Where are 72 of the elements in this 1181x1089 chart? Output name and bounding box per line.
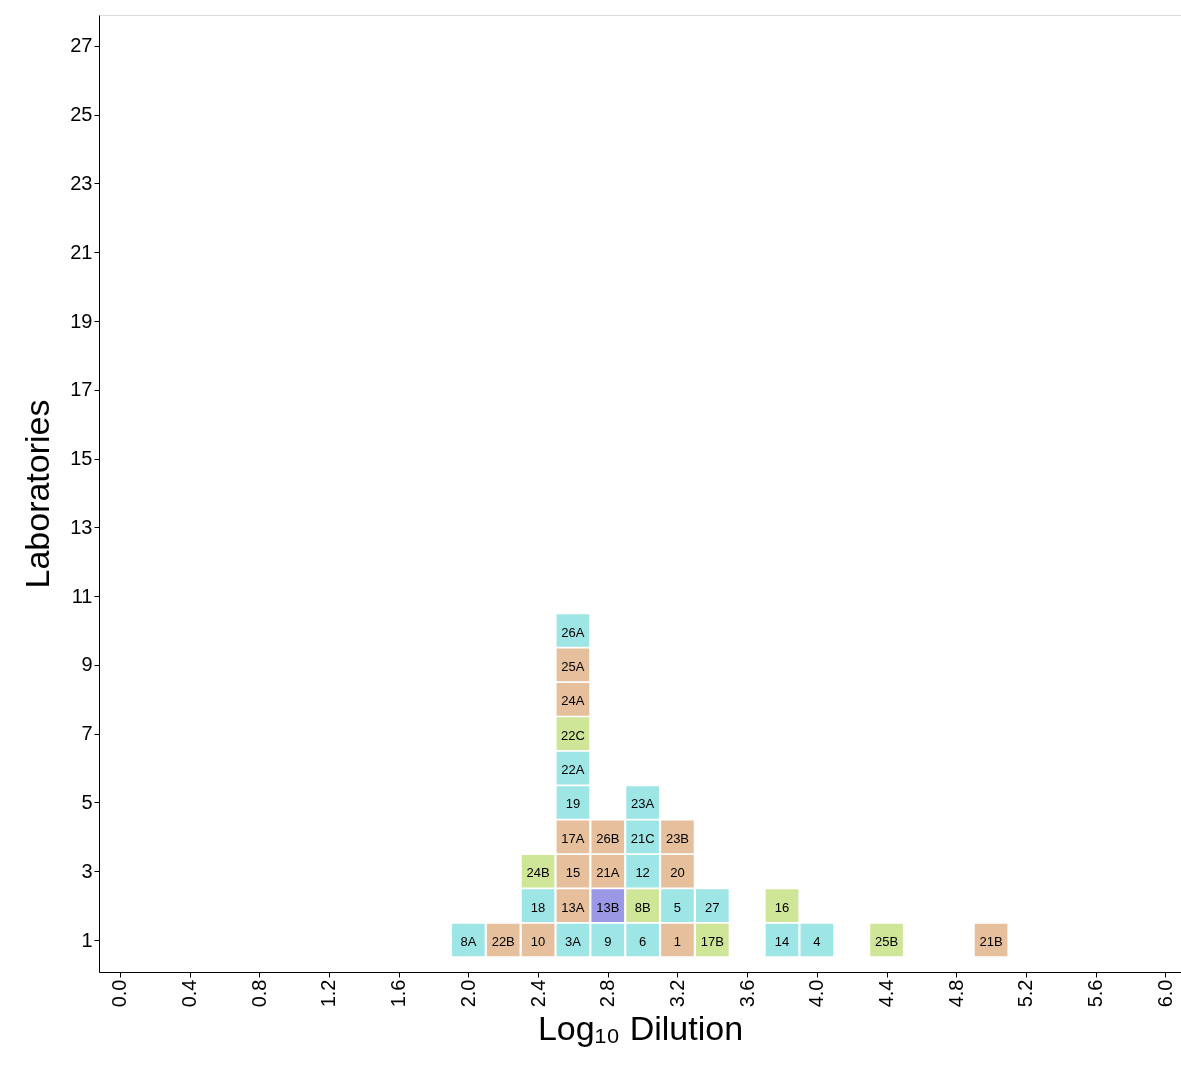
y-tick-label: 9 bbox=[81, 653, 93, 676]
annotation: 21B bbox=[979, 934, 1003, 950]
y-tick-label: 7 bbox=[81, 722, 93, 745]
y-tick-label: 27 bbox=[70, 34, 93, 57]
annotation: 19 bbox=[565, 796, 581, 812]
point bbox=[800, 923, 834, 957]
annotation: 13A bbox=[561, 899, 585, 915]
x-tick-label: 5.6 bbox=[1084, 979, 1107, 1008]
y-tick-label: 13 bbox=[70, 515, 93, 538]
x-tick-label: 4.8 bbox=[944, 979, 967, 1008]
annotation: 15 bbox=[565, 865, 581, 881]
annotation: 12 bbox=[635, 865, 650, 881]
annotation: 24A bbox=[561, 693, 585, 709]
annotation: 16 bbox=[774, 899, 790, 915]
annotation: 25B bbox=[874, 934, 899, 950]
annotation: 25A bbox=[561, 658, 585, 674]
annotation: 26A bbox=[561, 624, 585, 640]
x-tick-label: 0.8 bbox=[247, 979, 270, 1008]
y-tick-label: 25 bbox=[70, 103, 93, 126]
x-tick-label: 2.8 bbox=[596, 979, 619, 1008]
annotation: 22B bbox=[491, 934, 515, 950]
point bbox=[626, 923, 659, 957]
x-tick-label: 5.2 bbox=[1014, 979, 1037, 1008]
x-tick-label: 6.0 bbox=[1153, 979, 1176, 1008]
annotation: 17A bbox=[561, 830, 585, 846]
x-tick-label: 1.6 bbox=[387, 979, 410, 1008]
annotation: 17B bbox=[700, 934, 724, 950]
point bbox=[661, 923, 694, 957]
annotation: 22A bbox=[561, 762, 585, 778]
annotation: 21C bbox=[630, 830, 655, 846]
y-tick-label: 11 bbox=[71, 584, 93, 607]
annotation: 18 bbox=[530, 899, 546, 915]
annotation: 4 bbox=[813, 934, 821, 950]
annotation: 3A bbox=[564, 934, 582, 950]
x-tick-label: 1.2 bbox=[317, 979, 340, 1008]
y-tick-label: 1 bbox=[81, 928, 93, 951]
annotation: 24B bbox=[526, 865, 550, 881]
y-tick-label: 3 bbox=[81, 859, 93, 882]
annotation: 8B bbox=[634, 899, 651, 915]
x-tick-label: 3.2 bbox=[665, 979, 688, 1008]
x-tick-label: 2.0 bbox=[456, 979, 479, 1008]
annotation: 23A bbox=[631, 796, 655, 812]
x-axis-title: Log₁₀ Dilution bbox=[537, 1009, 744, 1048]
annotation: 9 bbox=[604, 934, 612, 950]
annotation: 14 bbox=[774, 934, 790, 950]
annotation: 1 bbox=[673, 934, 682, 950]
annotation: 5 bbox=[673, 899, 682, 915]
annotation: 23B bbox=[665, 830, 690, 846]
x-tick-label: 0.4 bbox=[178, 979, 201, 1008]
x-tick-label: 3.6 bbox=[735, 979, 758, 1008]
annotation: 22C bbox=[560, 727, 585, 743]
y-tick-label: 21 bbox=[70, 240, 93, 263]
annotation: 26B bbox=[596, 830, 620, 846]
x-tick-label: 4.4 bbox=[875, 979, 898, 1008]
annotation: 20 bbox=[670, 865, 685, 881]
y-tick-label: 17 bbox=[70, 378, 93, 401]
point bbox=[591, 923, 625, 957]
annotation: 10 bbox=[530, 934, 546, 950]
y-axis-title: Laboratories bbox=[18, 399, 57, 589]
y-tick-label: 23 bbox=[70, 172, 93, 194]
annotation: 6 bbox=[639, 934, 647, 950]
x-tick-label: 0.0 bbox=[108, 979, 131, 1008]
x-tick-label: 4.0 bbox=[805, 979, 828, 1008]
y-tick-label: 5 bbox=[81, 790, 93, 813]
annotation: 13B bbox=[596, 899, 620, 915]
point bbox=[661, 889, 694, 922]
annotation: 21A bbox=[596, 865, 620, 881]
annotation: 8A bbox=[460, 934, 477, 950]
y-tick-label: 15 bbox=[70, 447, 93, 470]
annotation: 27 bbox=[705, 899, 720, 915]
x-tick-label: 2.4 bbox=[526, 979, 549, 1008]
y-tick-label: 19 bbox=[70, 309, 93, 332]
